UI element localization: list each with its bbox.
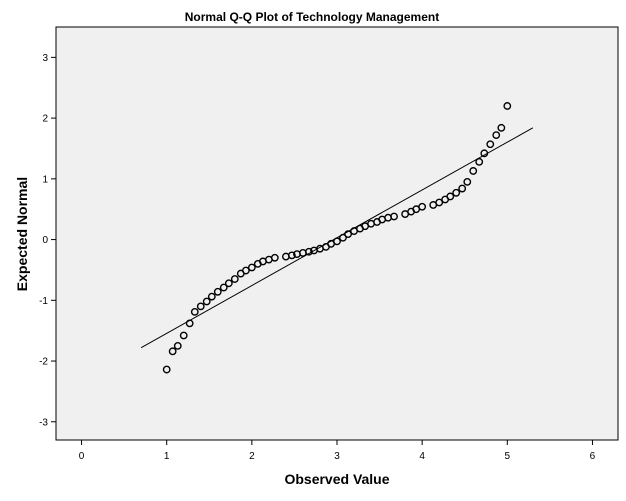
data-point <box>503 102 512 110</box>
y-axis: -3 -2 -1 0 1 2 3 <box>39 53 56 428</box>
x-tick-label: 4 <box>419 451 425 462</box>
data-point <box>492 131 501 140</box>
y-tick-label: -3 <box>39 417 48 428</box>
data-point <box>162 365 171 374</box>
data-point <box>219 283 228 292</box>
x-tick-label: 6 <box>590 451 596 462</box>
data-point <box>475 157 484 166</box>
data-point <box>196 302 205 311</box>
data-point <box>270 253 279 262</box>
y-tick-label: 1 <box>42 174 48 185</box>
data-point <box>480 149 489 158</box>
data-point <box>207 292 216 301</box>
data-point <box>287 251 296 260</box>
x-tick-label: 0 <box>79 451 85 462</box>
x-axis: 0 1 2 3 4 5 6 <box>79 440 596 462</box>
data-point <box>458 184 467 193</box>
y-tick-label: -1 <box>39 296 48 307</box>
x-tick-label: 3 <box>334 451 340 462</box>
data-point <box>241 266 250 275</box>
data-point <box>202 297 211 306</box>
x-tick-label: 2 <box>249 451 255 462</box>
data-point <box>213 287 222 296</box>
data-point <box>304 247 313 256</box>
data-point <box>224 279 233 288</box>
data-point <box>185 319 194 328</box>
data-point <box>179 331 188 340</box>
y-tick-label: 2 <box>42 114 48 125</box>
y-tick-label: -2 <box>39 357 48 368</box>
data-point <box>469 167 478 175</box>
data-point <box>173 341 182 350</box>
data-points <box>162 102 512 374</box>
x-tick-label: 5 <box>505 451 511 462</box>
y-tick-label: 3 <box>42 53 48 64</box>
data-point <box>247 263 256 272</box>
x-tick-label: 1 <box>164 451 170 462</box>
x-axis-label: Observed Value <box>284 471 389 487</box>
data-point <box>446 192 455 201</box>
y-tick-label: 0 <box>42 235 48 246</box>
data-point <box>435 198 444 207</box>
plot-area <box>55 26 619 441</box>
y-axis-label: Expected Normal <box>14 177 30 291</box>
chart-title: Normal Q-Q Plot of Technology Management <box>185 10 439 24</box>
data-point <box>486 140 495 149</box>
data-point <box>339 233 347 242</box>
data-point <box>168 347 177 356</box>
data-point <box>344 230 352 239</box>
data-point <box>390 212 398 221</box>
data-point <box>463 177 472 186</box>
data-point <box>452 188 461 197</box>
data-point <box>230 275 239 283</box>
data-point <box>333 237 341 246</box>
data-point <box>418 202 427 211</box>
data-point <box>190 307 199 316</box>
data-point <box>497 123 506 132</box>
